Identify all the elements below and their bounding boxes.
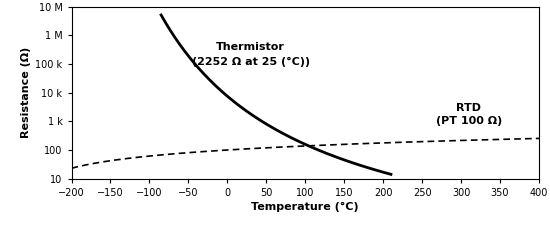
Text: (2252 Ω at 25 (°C)): (2252 Ω at 25 (°C)) [191,57,310,67]
Text: (PT 100 Ω): (PT 100 Ω) [436,116,502,126]
Y-axis label: Resistance (Ω): Resistance (Ω) [21,47,31,138]
X-axis label: Temperature (°C): Temperature (°C) [251,202,359,212]
Text: Thermistor: Thermistor [216,42,285,52]
Text: RTD: RTD [456,103,481,113]
